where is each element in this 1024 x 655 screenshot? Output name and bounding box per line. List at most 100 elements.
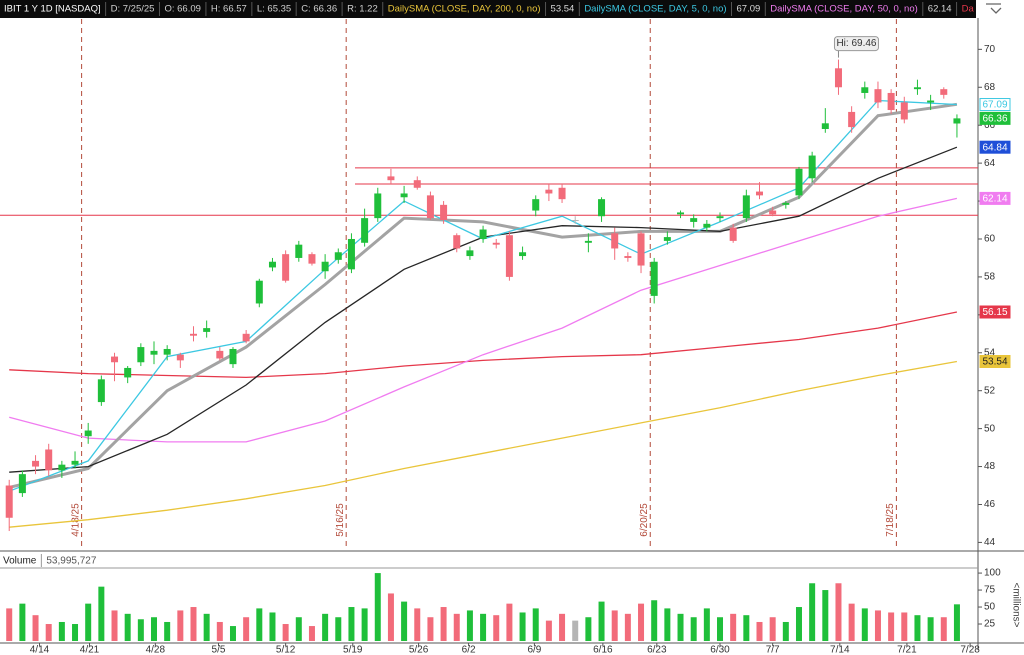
x-tick-label: 4/28	[146, 645, 166, 655]
y-tick-label: 58	[984, 272, 996, 283]
corner	[978, 0, 1024, 18]
candle-body	[900, 102, 908, 120]
volume-bar	[98, 586, 105, 641]
expiry-label: 4/18/25	[70, 503, 81, 537]
volume-bar	[493, 615, 500, 641]
volume-bar	[532, 608, 539, 641]
candle-body	[321, 261, 329, 272]
volume-bar	[322, 613, 329, 641]
candle-body	[413, 180, 421, 188]
volume-last-value: 53,995,727	[46, 556, 96, 567]
header-text: R: 1.22	[347, 4, 378, 15]
volume-bar	[611, 610, 618, 641]
volume-bar	[58, 621, 65, 641]
candle-body	[808, 155, 816, 179]
candle-body	[334, 252, 342, 260]
candle-body	[84, 430, 92, 437]
volume-bar	[466, 610, 473, 641]
price-label: 67.09	[982, 100, 1007, 111]
volume-bar	[835, 583, 842, 641]
candle-body	[861, 87, 869, 93]
candle-body	[505, 235, 513, 277]
candle-body	[163, 348, 171, 355]
candle-body	[598, 199, 606, 217]
volume-bar	[72, 624, 79, 641]
volume-bar	[717, 617, 724, 641]
candle-body	[229, 348, 237, 365]
expiry-label: 5/16/25	[335, 503, 346, 537]
volume-title: Volume	[3, 556, 37, 567]
header-text: IBIT 1 Y 1D [NASDAQ]	[4, 4, 101, 15]
candle-body	[663, 237, 671, 241]
price-pane: 44464850525456586062646668704/18/255/16/…	[0, 19, 1011, 550]
candle-body	[45, 449, 53, 471]
x-tick-label: 4/21	[80, 645, 100, 655]
candle-body	[466, 250, 474, 257]
candle-body	[545, 189, 553, 194]
volume-bar	[243, 617, 250, 641]
header-text: H: 66.57	[211, 4, 247, 15]
candle-body	[571, 220, 579, 222]
candle-body	[887, 92, 895, 111]
volume-bar	[664, 608, 671, 641]
y-tick-label: 70	[984, 44, 996, 55]
candle-body	[821, 123, 829, 129]
candle-body	[532, 199, 540, 211]
candle-body	[150, 350, 158, 355]
volume-bar	[782, 621, 789, 641]
candle-body	[347, 238, 355, 270]
candle-body	[308, 254, 316, 264]
x-tick-label: 6/9	[527, 645, 541, 655]
sma-line	[9, 360, 958, 528]
volume-bar	[216, 621, 223, 641]
y-tick-label: 100	[984, 568, 1001, 579]
menu-icon[interactable]	[986, 3, 1002, 14]
header-text: L: 65.35	[257, 4, 291, 15]
volume-bar	[874, 610, 881, 641]
volume-bar	[203, 613, 210, 641]
volume-bar	[453, 613, 460, 641]
y-tick-label: 66	[984, 120, 996, 131]
volume-bar	[387, 593, 394, 641]
x-tick-label: 7/21	[897, 645, 917, 655]
volume-bar	[519, 612, 526, 641]
expiry-label: 6/20/25	[639, 503, 650, 537]
candle-body	[834, 68, 842, 88]
volume-bar	[888, 612, 895, 641]
candle-body	[176, 354, 184, 361]
y-tick-label: 75	[984, 585, 996, 596]
header: IBIT 1 Y 1D [NASDAQ] D: 7/25/25 O: 66.09 H:…	[4, 2, 974, 16]
candle-body	[650, 261, 658, 296]
volume-bar	[703, 608, 710, 641]
annotation-box	[833, 36, 879, 52]
candle-body	[282, 254, 290, 281]
price-label-box	[979, 305, 1011, 319]
volume-bar	[269, 612, 276, 641]
y-tick-label: 25	[984, 619, 996, 630]
volume-bar	[348, 607, 355, 641]
candle-body	[137, 347, 145, 363]
candle-body	[742, 195, 750, 219]
sma-line	[9, 311, 958, 379]
volume-bar	[190, 607, 197, 641]
price-label-box	[979, 98, 1011, 112]
sma-line	[9, 197, 958, 443]
candle-body	[58, 464, 66, 471]
volume-bar	[769, 617, 776, 641]
volume-pane: Volume 53,995,727 25 50 75 100 <millions> 4/14 4…	[0, 552, 1021, 655]
candle-body	[440, 204, 448, 221]
volume-bar	[572, 620, 579, 641]
candle-body	[242, 333, 250, 342]
candle-body	[492, 242, 500, 245]
annotation-text: Hi: 69.46	[836, 38, 876, 49]
y-tick-label: 50	[984, 602, 996, 613]
volume-header-bg	[0, 552, 120, 567]
volume-bar	[677, 613, 684, 641]
volume-bar	[137, 619, 144, 641]
candle-body	[874, 89, 882, 103]
volume-bar	[32, 615, 39, 641]
candle-body	[32, 460, 40, 467]
volume-bar	[809, 583, 816, 641]
x-tick-label: 5/26	[409, 645, 429, 655]
